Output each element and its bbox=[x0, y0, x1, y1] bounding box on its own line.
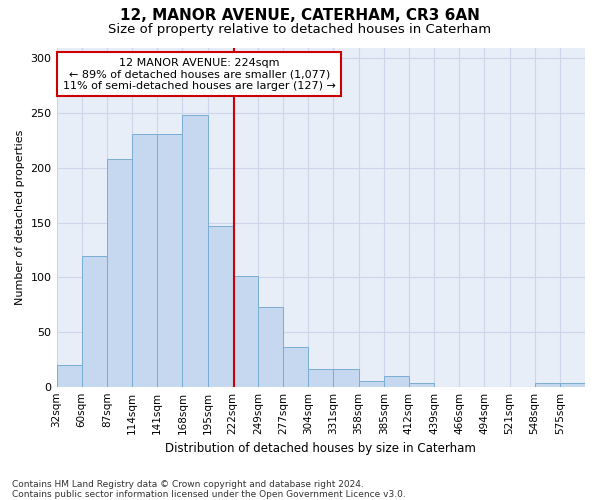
Text: Contains public sector information licensed under the Open Government Licence v3: Contains public sector information licen… bbox=[12, 490, 406, 499]
Bar bbox=[560, 384, 585, 386]
Bar bbox=[334, 369, 359, 386]
Bar bbox=[409, 384, 434, 386]
Bar bbox=[383, 376, 409, 386]
Text: Size of property relative to detached houses in Caterham: Size of property relative to detached ho… bbox=[109, 22, 491, 36]
Bar bbox=[535, 384, 560, 386]
Bar bbox=[182, 116, 208, 386]
Bar bbox=[233, 276, 258, 386]
Bar bbox=[308, 369, 334, 386]
Bar bbox=[132, 134, 157, 386]
Bar bbox=[157, 134, 182, 386]
Bar bbox=[82, 256, 107, 386]
Bar bbox=[283, 348, 308, 387]
Bar bbox=[107, 159, 132, 386]
X-axis label: Distribution of detached houses by size in Caterham: Distribution of detached houses by size … bbox=[166, 442, 476, 455]
Y-axis label: Number of detached properties: Number of detached properties bbox=[15, 130, 25, 305]
Bar bbox=[208, 226, 233, 386]
Bar bbox=[56, 365, 82, 386]
Text: 12, MANOR AVENUE, CATERHAM, CR3 6AN: 12, MANOR AVENUE, CATERHAM, CR3 6AN bbox=[120, 8, 480, 22]
Text: Contains HM Land Registry data © Crown copyright and database right 2024.: Contains HM Land Registry data © Crown c… bbox=[12, 480, 364, 489]
Text: 12 MANOR AVENUE: 224sqm
← 89% of detached houses are smaller (1,077)
11% of semi: 12 MANOR AVENUE: 224sqm ← 89% of detache… bbox=[63, 58, 335, 91]
Bar bbox=[359, 381, 383, 386]
Bar bbox=[258, 307, 283, 386]
